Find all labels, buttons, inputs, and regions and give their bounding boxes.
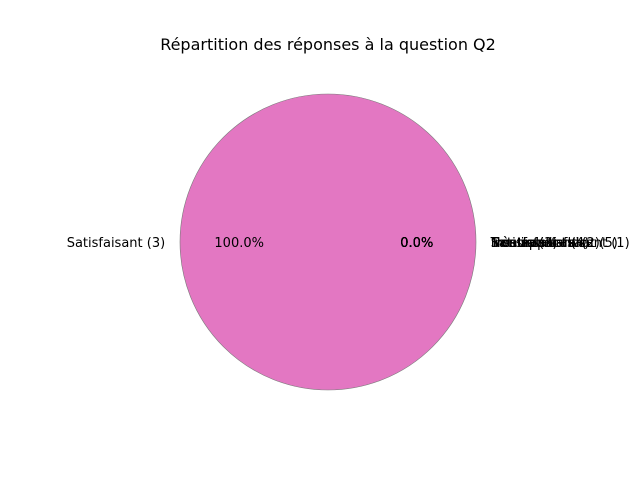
slice-label: Neutre (3) [491,236,558,251]
slice-percent-label: 100.0% [214,236,264,251]
slice-label: Très satisfaisant (5) [490,236,618,251]
chart-title: Répartition des réponses à la question Q… [160,35,496,54]
slice-label: Non applicable [491,236,588,251]
slice-percent-label: 0.0% [400,236,433,251]
slice-label: Satisfaisant (4) [491,236,589,251]
slice-percent-label: 0.0% [400,236,433,251]
slice-label: Insatisfaisant (2) [491,236,600,251]
pie-slices [179,93,477,391]
pie-labels: Très insatisfaisant (1) 0.0% Insatisfaisan… [67,236,630,251]
slice-label: Satisfaisant (3) [67,236,165,251]
slice-percent-label: 0.0% [400,236,433,251]
slice-percent-label: 0.0% [400,236,433,251]
pie-slice [179,93,477,391]
slice-percent-label: 0.0% [400,236,433,251]
slice-label: Très insatisfaisant (1) [490,236,630,251]
slice-percent-label: 0.0% [400,236,433,251]
